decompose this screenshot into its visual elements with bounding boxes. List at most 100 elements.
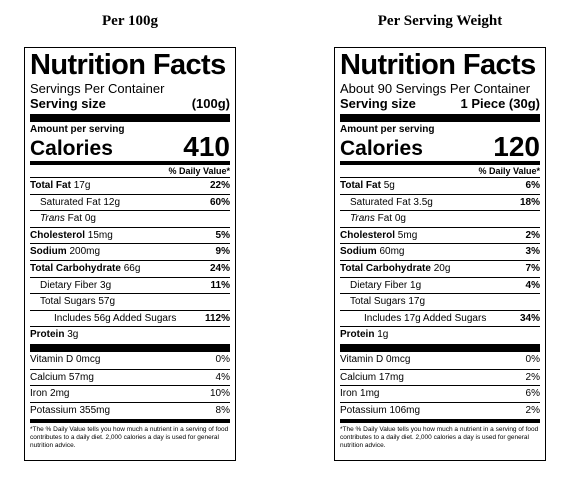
protein-label: Protein [30, 329, 65, 341]
carbohydrate-dv: 24% [209, 262, 230, 274]
trans-fat-label: Trans [40, 213, 65, 225]
total-fat-dv: 6% [525, 180, 540, 191]
vitamin-d-text: Vitamin D 0mcg [30, 353, 101, 365]
total-carbohydrate-row: Total Carbohydrate 66g 24% [30, 259, 230, 277]
total-fat-label: Total Fat [340, 180, 381, 191]
fiber-amount: 3g [100, 279, 112, 291]
vitamin-d-dv: 0% [215, 353, 230, 365]
vitamin-d-dv: 0% [525, 353, 540, 365]
dietary-fiber-row: Dietary Fiber 3g 11% [30, 276, 230, 294]
saturated-fat-dv: 60% [209, 196, 230, 208]
divider-footnote [340, 419, 540, 424]
potassium-dv: 2% [525, 404, 540, 416]
calcium-text: Calcium 17mg [340, 371, 404, 383]
saturated-fat-dv: 18% [519, 196, 540, 208]
trans-fat-row: Trans Fat 0g [30, 210, 230, 227]
carbohydrate-amount: 20g [433, 262, 451, 274]
calories-row: Calories 120 [340, 131, 540, 162]
divider-thick-vitamins [340, 343, 540, 352]
calcium-row: Calcium 57mg 4% [30, 368, 230, 386]
servings-per-container: Servings Per Container [30, 81, 165, 96]
iron-dv: 10% [209, 388, 230, 400]
sodium-label: Sodium [340, 246, 377, 258]
added-sugars-row: Includes 56g Added Sugars 112% [30, 309, 230, 327]
iron-row: Iron 1mg 6% [340, 385, 540, 402]
sodium-row: Sodium 60mg 3% [340, 243, 540, 260]
iron-text: Iron 1mg [340, 388, 380, 400]
saturated-fat-row: Saturated Fat 12g 60% [30, 193, 230, 211]
vitamin-d-row: Vitamin D 0mcg 0% [340, 352, 540, 369]
daily-value-header: % Daily Value* [168, 166, 230, 176]
calories-value: 410 [183, 131, 230, 162]
sodium-amount: 200mg [69, 246, 101, 258]
saturated-fat-label: Saturated Fat [350, 196, 411, 208]
servings-per-container: About 90 Servings Per Container [340, 81, 531, 96]
total-fat-row: Total Fat 5g 6% [340, 177, 540, 194]
serving-size-value: (100g) [191, 96, 230, 111]
cholesterol-row: Cholesterol 15mg 5% [30, 226, 230, 244]
trans-fat-amount: Fat 0g [377, 213, 406, 225]
footnote: *The % Daily Value tells you how much a … [340, 426, 539, 450]
total-fat-amount: 17g [73, 180, 91, 191]
fiber-label: Dietary Fiber [350, 279, 408, 291]
calories-label: Calories [340, 137, 423, 160]
divider-medium [340, 161, 540, 165]
sodium-row: Sodium 200mg 9% [30, 243, 230, 260]
daily-value-header: % Daily Value* [478, 166, 540, 176]
calcium-row: Calcium 17mg 2% [340, 368, 540, 386]
cholesterol-row: Cholesterol 5mg 2% [340, 226, 540, 244]
calories-value: 120 [493, 131, 540, 162]
divider-medium [30, 161, 230, 165]
fiber-label: Dietary Fiber [40, 279, 98, 291]
added-sugars-row: Includes 17g Added Sugars 34% [340, 309, 540, 327]
trans-fat-row: Trans Fat 0g [340, 210, 540, 227]
total-sugars-row: Total Sugars 17g [340, 293, 540, 310]
label-title: Nutrition Facts [340, 49, 536, 81]
calcium-dv: 4% [215, 371, 230, 383]
carbohydrate-label: Total Carbohydrate [30, 262, 121, 274]
divider-thick-vitamins [30, 343, 230, 352]
trans-fat-label: Trans [350, 213, 375, 225]
serving-size-label: Serving size [30, 96, 106, 111]
calcium-text: Calcium 57mg [30, 371, 94, 383]
potassium-text: Potassium 106mg [340, 404, 421, 416]
potassium-row: Potassium 355mg 8% [30, 401, 230, 419]
carbohydrate-dv: 7% [525, 262, 540, 274]
cholesterol-label: Cholesterol [30, 229, 86, 241]
protein-row: Protein 1g [340, 326, 540, 343]
sodium-dv: 9% [215, 246, 230, 258]
iron-dv: 6% [525, 388, 540, 400]
amount-per-serving: Amount per serving [340, 124, 435, 135]
total-carbohydrate-row: Total Carbohydrate 20g 7% [340, 259, 540, 277]
protein-label: Protein [340, 329, 375, 341]
cholesterol-dv: 2% [525, 229, 540, 241]
serving-size-value: 1 Piece (30g) [460, 96, 541, 111]
nutrition-label-per-100g: Nutrition Facts Servings Per Container S… [24, 47, 236, 461]
carbohydrate-amount: 66g [123, 262, 141, 274]
calories-row: Calories 410 [30, 131, 230, 162]
divider-thick [30, 114, 230, 122]
saturated-fat-row: Saturated Fat 3.5g 18% [340, 193, 540, 211]
protein-amount: 1g [377, 329, 389, 341]
cholesterol-amount: 15mg [87, 229, 113, 241]
amount-per-serving: Amount per serving [30, 124, 125, 135]
protein-amount: 3g [67, 329, 79, 341]
heading-per-100g: Per 100g [102, 13, 158, 29]
cholesterol-amount: 5mg [397, 229, 418, 241]
footnote: *The % Daily Value tells you how much a … [30, 426, 229, 450]
total-sugars-text: Total Sugars 57g [40, 296, 116, 308]
sodium-dv: 3% [525, 246, 540, 258]
total-fat-dv: 22% [209, 180, 230, 191]
saturated-fat-label: Saturated Fat [40, 196, 101, 208]
dietary-fiber-row: Dietary Fiber 1g 4% [340, 276, 540, 294]
added-sugars-dv: 112% [204, 312, 230, 324]
divider-thick [340, 114, 540, 122]
potassium-dv: 8% [215, 404, 230, 416]
label-title: Nutrition Facts [30, 49, 226, 81]
total-fat-amount: 5g [383, 180, 395, 191]
fiber-amount: 1g [410, 279, 422, 291]
heading-per-serving-weight: Per Serving Weight [377, 13, 503, 29]
serving-size-row: Serving size (100g) [30, 96, 230, 111]
potassium-row: Potassium 106mg 2% [340, 401, 540, 419]
protein-row: Protein 3g [30, 326, 230, 343]
